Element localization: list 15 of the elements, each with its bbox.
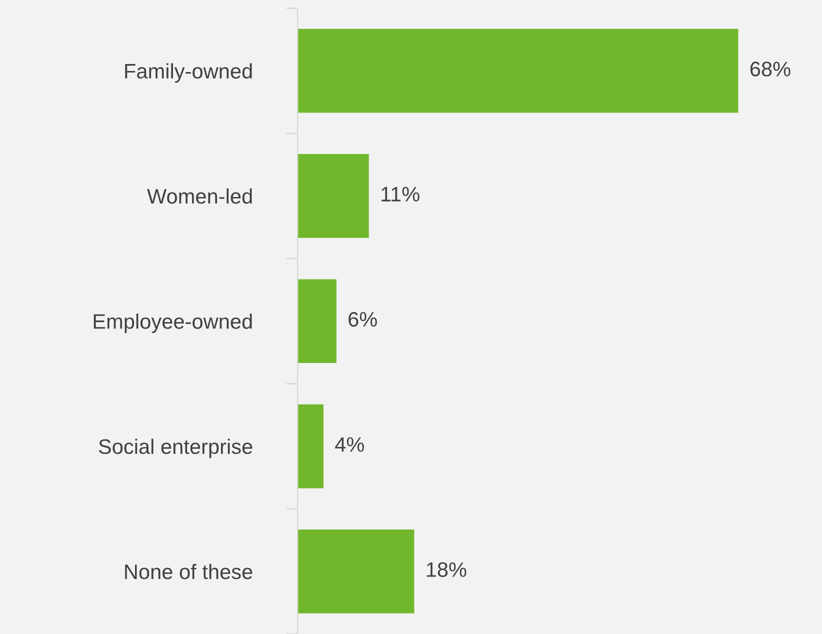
bar: [298, 279, 336, 364]
data-label: 11%: [382, 186, 420, 202]
data-label: 18%: [426, 562, 466, 578]
y-tick-label: None of these: [125, 564, 252, 580]
bar: [298, 154, 369, 238]
data-label: 68%: [750, 62, 790, 76]
y-tick-label: Social enterprise: [98, 438, 252, 458]
y-tick-label: Women-led: [147, 188, 252, 204]
data-label: 6%: [348, 312, 377, 327]
y-tick-label: Employee-owned: [94, 314, 252, 333]
data-label: 4%: [335, 437, 364, 452]
bar: [298, 28, 738, 113]
y-tick-label: Family-owned: [125, 63, 252, 83]
bar: [298, 404, 324, 488]
bar: [298, 530, 414, 614]
